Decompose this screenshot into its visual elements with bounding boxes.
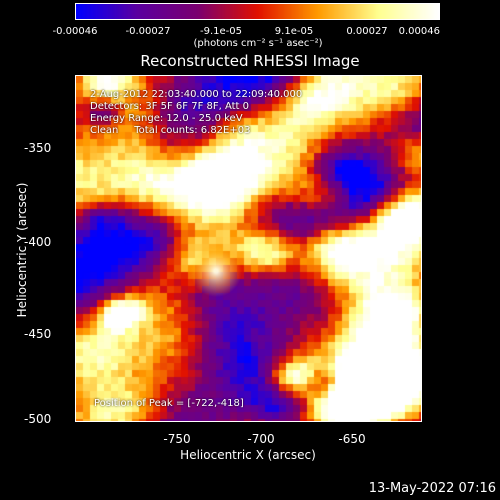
- x-tick-label: -650: [338, 432, 366, 446]
- info-energy-range: Energy Range: 12.0 - 25.0 keV: [90, 113, 243, 124]
- y-axis-label: Heliocentric Y (arcsec): [15, 182, 29, 318]
- x-tick-label: -700: [247, 432, 275, 446]
- reconstructed-image: [76, 76, 421, 421]
- colorbar-tick-label: -0.00027: [125, 26, 171, 37]
- colorbar-tick-label: 9.1e-05: [274, 26, 314, 37]
- colorbar-tick-label: 0.00046: [398, 26, 440, 37]
- info-clean-counts: Clean Total counts: 6.82E+03: [90, 125, 251, 136]
- colorbar-tick-label: -9.1e-05: [200, 26, 242, 37]
- image-plot: 2-Aug-2012 22:03:40.000 to 22:09:40.000 …: [75, 75, 422, 422]
- info-peak-position: Position of Peak = [-722,-418]: [94, 398, 244, 409]
- y-tick-label: -350: [24, 141, 52, 155]
- info-detectors: Detectors: 3F 5F 6F 7F 8F, Att 0: [90, 101, 250, 112]
- x-tick-label: -750: [163, 432, 191, 446]
- colorbar-tick-label: -0.00046: [52, 26, 98, 37]
- x-axis-label: Heliocentric X (arcsec): [180, 448, 316, 462]
- y-tick-label: -400: [24, 235, 52, 249]
- y-tick-label: -500: [24, 412, 52, 426]
- colorbar: [75, 3, 440, 20]
- plot-title: Reconstructed RHESSI Image: [140, 52, 360, 70]
- colorbar-tick-label: 0.00027: [346, 26, 388, 37]
- colorbar-units: (photons cm⁻² s⁻¹ asec⁻²): [193, 38, 323, 49]
- timestamp: 13-May-2022 07:16: [368, 481, 496, 496]
- info-time-range: 2-Aug-2012 22:03:40.000 to 22:09:40.000: [90, 89, 303, 100]
- y-tick-label: -450: [24, 327, 52, 341]
